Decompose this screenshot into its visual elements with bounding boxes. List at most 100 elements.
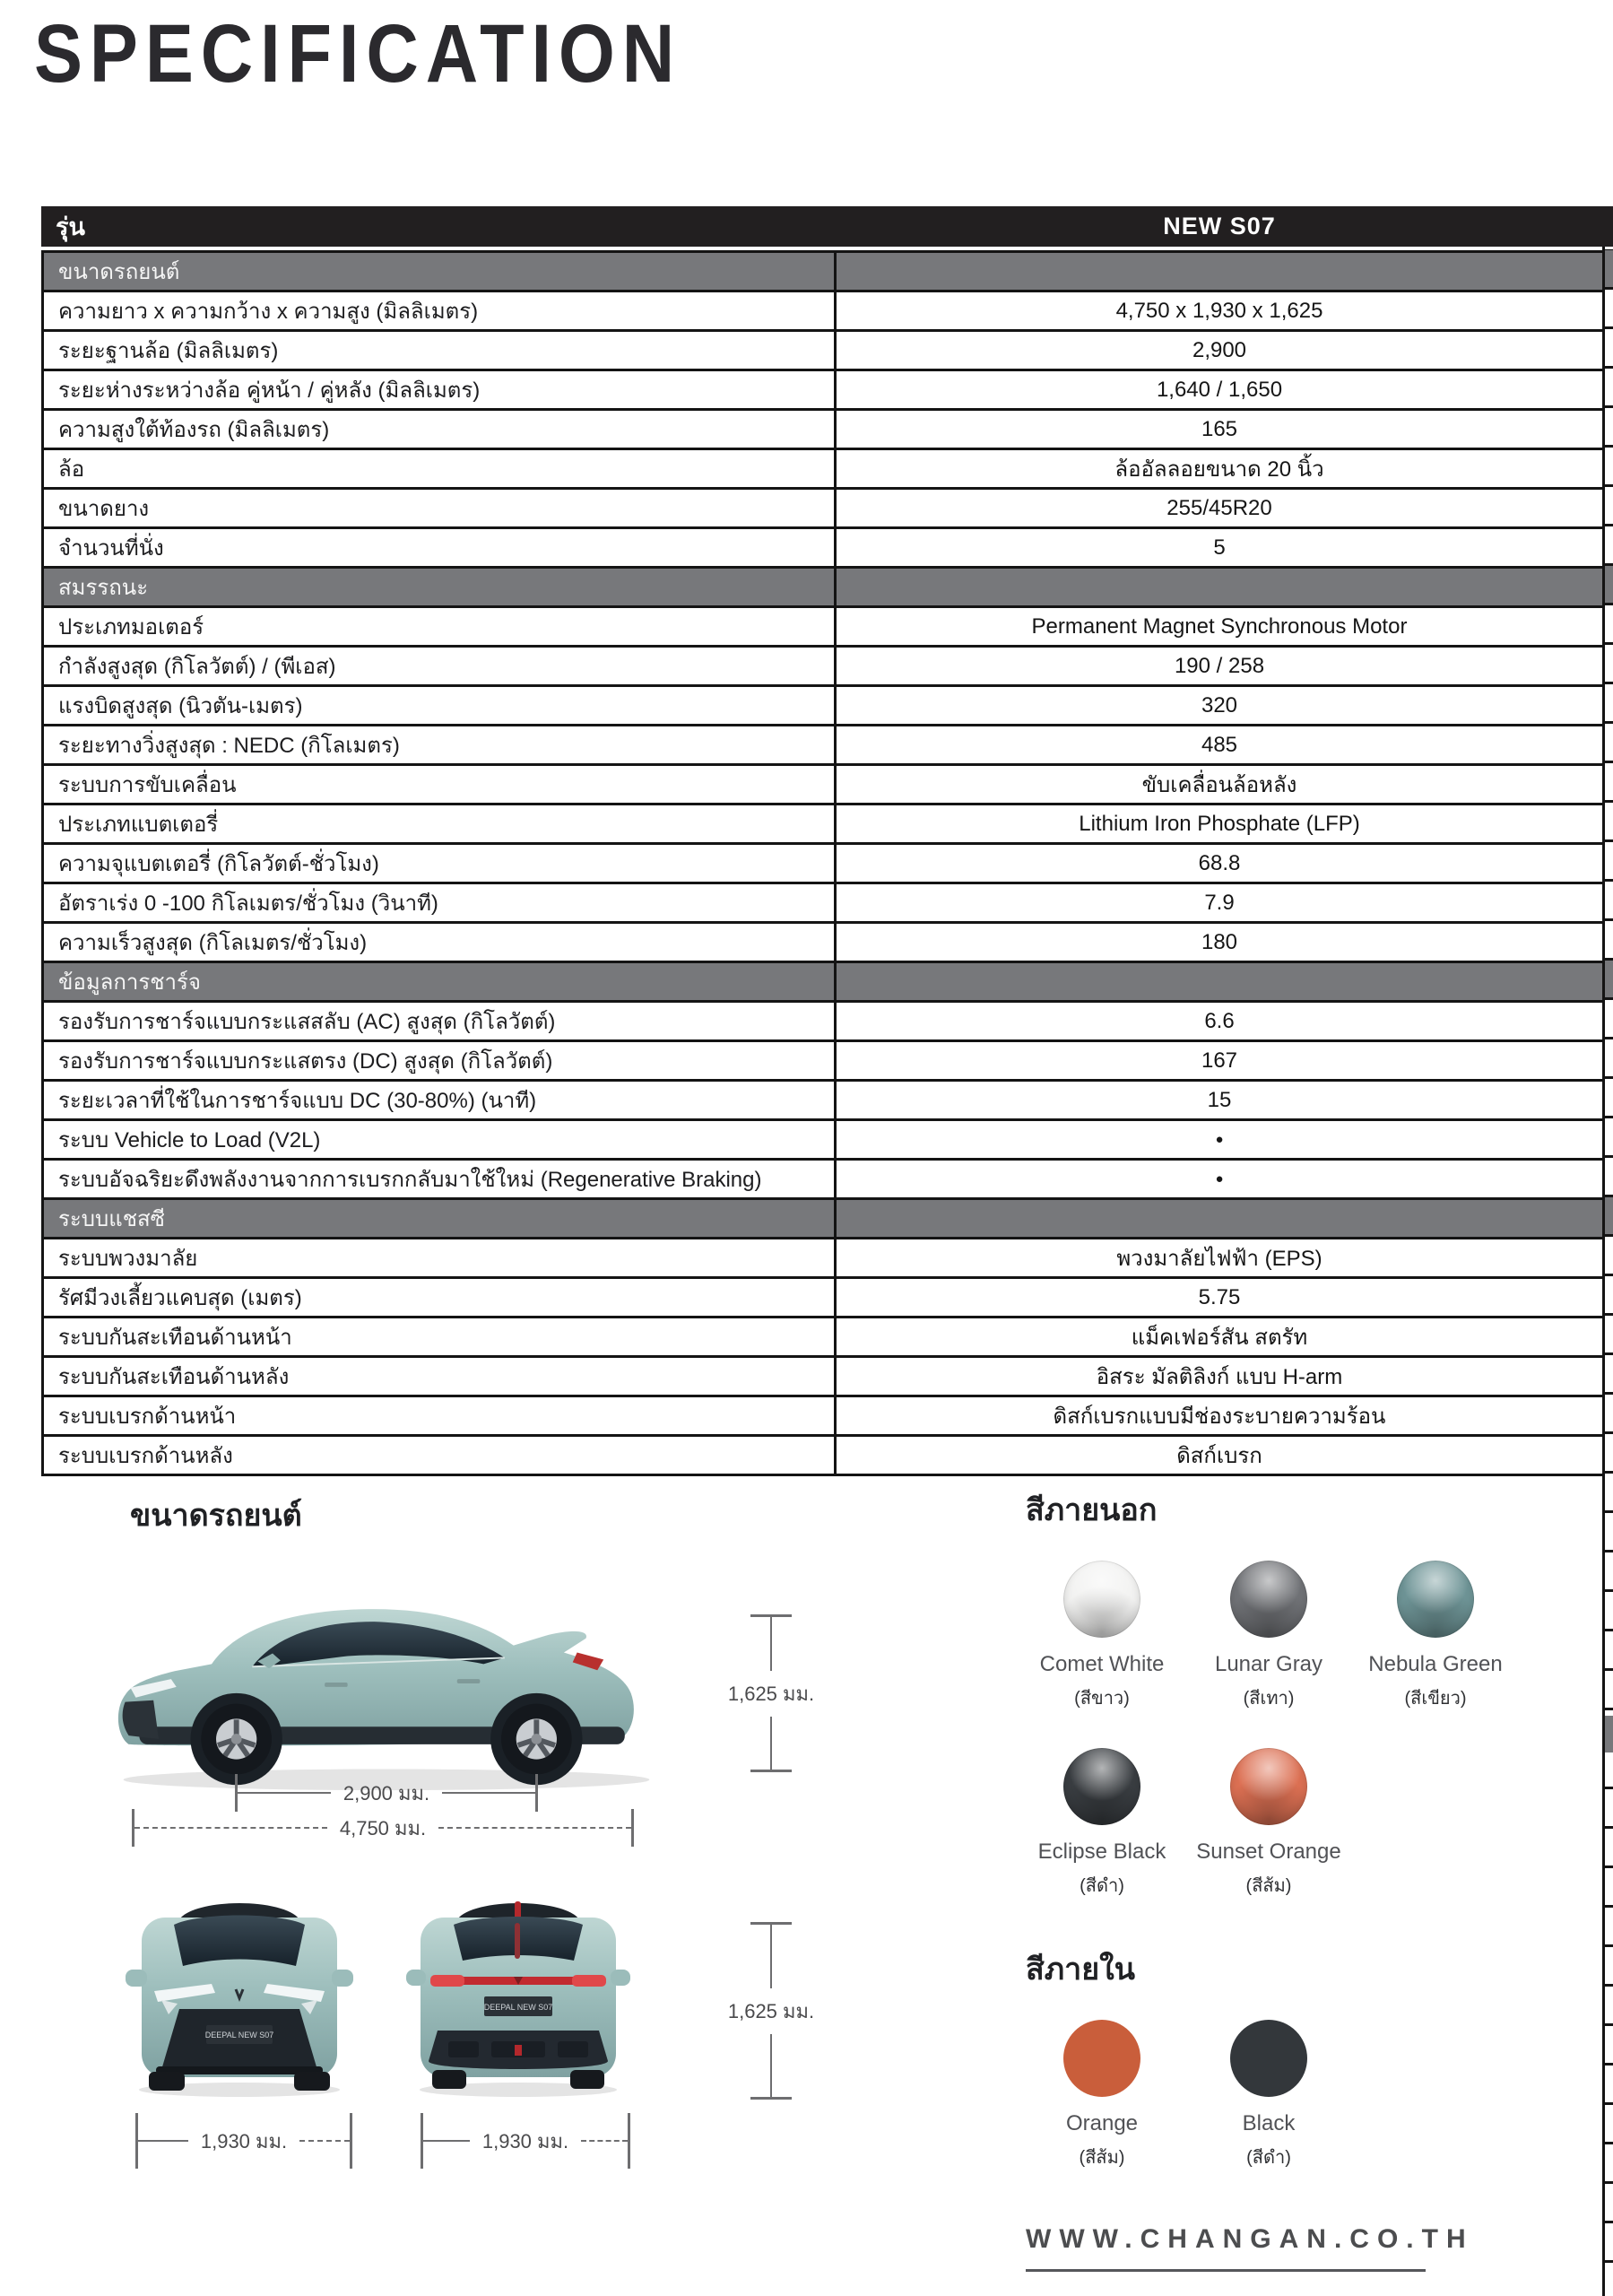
- dim-line: [134, 1827, 327, 1829]
- table-section-row: ระบบแชสซี: [44, 1197, 1602, 1237]
- color-name-thai: (สีดำ): [1080, 1876, 1124, 1896]
- color-name: Lunar Gray: [1214, 1652, 1323, 1676]
- spec-label: ระยะฐานล้อ (มิลลิเมตร): [44, 332, 837, 369]
- adjacent-table-edge-header: [1602, 206, 1613, 247]
- interior-colors-grid: Orange (สีส้ม) Black (สีดำ): [1019, 2020, 1522, 2207]
- color-name-thai: (สีดำ): [1246, 2148, 1291, 2168]
- spec-value: 5: [1213, 535, 1226, 560]
- color-swatch: Nebula Green (สีเขียว): [1352, 1561, 1519, 1712]
- front-license-plate: DEEPAL NEW S07: [205, 2031, 274, 2039]
- spec-value: ●: [1215, 1132, 1224, 1147]
- dim-cap: [132, 1809, 134, 1847]
- car-front-view-image: DEEPAL NEW S07: [124, 1883, 355, 2099]
- exterior-colors-grid: Comet White (สีขาว) Lunar Gray (สีเทา) Nebul…: [1019, 1561, 1522, 1935]
- table-header-row: รุ่น NEW S07: [41, 206, 1605, 247]
- dim-cap: [535, 1774, 539, 1812]
- spec-label: อัตราเร่ง 0 -100 กิโลเมตร/ชั่วโมง (วินาท…: [44, 884, 837, 921]
- model-name-header: NEW S07: [1163, 213, 1276, 239]
- spec-value: 4,750 x 1,930 x 1,625: [1115, 298, 1323, 323]
- color-name-thai: (สีส้ม): [1245, 1876, 1292, 1896]
- color-name: Sunset Orange: [1196, 1839, 1341, 1864]
- spec-label: ขนาดยาง: [44, 490, 837, 526]
- table-data-row: ล้อ ล้ออัลลอยขนาด 20 นิ้ว: [44, 448, 1602, 487]
- table-section-row: สมรรถนะ: [44, 566, 1602, 605]
- color-name-thai: (สีส้ม): [1079, 2148, 1125, 2168]
- table-data-row: ระยะฐานล้อ (มิลลิเมตร) 2,900: [44, 329, 1602, 369]
- height-dimension-side: 1,625 มม.: [728, 1614, 814, 1772]
- dim-label-front-width: 1,930 มม.: [200, 2129, 288, 2152]
- spec-label: สมรรถนะ: [44, 569, 837, 605]
- color-swatch: Lunar Gray (สีเทา): [1185, 1561, 1352, 1712]
- dim-cap: [350, 2113, 353, 2169]
- color-name: Black: [1242, 2111, 1296, 2135]
- table-data-row: รองรับการชาร์จแบบกระแสสลับ (AC) สูงสุด (…: [44, 1000, 1602, 1039]
- spec-label: รองรับการชาร์จแบบกระแสตรง (DC) สูงสุด (ก…: [44, 1042, 837, 1079]
- spec-label: ระบบกันสะเทือนด้านหน้า: [44, 1318, 837, 1355]
- adjacent-table-edge-band: [1605, 566, 1613, 603]
- table-data-row: ระบบ Vehicle to Load (V2L) ●: [44, 1118, 1602, 1158]
- adjacent-table-edge-band: [1605, 961, 1613, 997]
- table-data-row: รัศมีวงเลี้ยวแคบสุด (เมตร) 5.75: [44, 1276, 1602, 1316]
- spec-value: 15: [1207, 1087, 1232, 1112]
- spec-table-body: ขนาดรถยนต์ ความยาว x ความกว้าง x ความสูง …: [41, 250, 1605, 1476]
- spec-label: ระบบ Vehicle to Load (V2L): [44, 1121, 837, 1158]
- exterior-colors-heading: สีภายนอก: [1026, 1493, 1158, 1527]
- table-data-row: จำนวนที่นั่ง 5: [44, 526, 1602, 566]
- color-swatch: Black (สีดำ): [1185, 2020, 1352, 2171]
- table-section-row: ขนาดรถยนต์: [44, 253, 1602, 290]
- dim-label-rear-width: 1,930 มม.: [481, 2129, 569, 2152]
- spec-label: ข้อมูลการชาร์จ: [44, 963, 837, 1000]
- color-name-thai: (สีขาว): [1074, 1689, 1130, 1709]
- spec-value: 190 / 258: [1174, 653, 1265, 678]
- dim-cap: [135, 2113, 138, 2169]
- spec-value: [837, 1200, 1602, 1237]
- color-swatch-circle: [1397, 1561, 1474, 1638]
- dim-label-rear-height: 1,625 มม.: [727, 1999, 815, 2022]
- dim-line: [442, 1792, 536, 1794]
- spec-label: รัศมีวงเลี้ยวแคบสุด (เมตร): [44, 1279, 837, 1316]
- dim-cap: [750, 1922, 792, 1925]
- dim-label-length: 4,750 มม.: [339, 1816, 427, 1839]
- color-swatch-circle: [1230, 1748, 1307, 1825]
- dim-cap: [628, 2113, 631, 2169]
- dim-cap: [631, 1809, 635, 1847]
- length-dimension: 4,750 มม.: [132, 1809, 635, 1847]
- spec-value: ดิสก์เบรก: [1176, 1444, 1262, 1468]
- table-data-row: ระบบพวงมาลัย พวงมาลัยไฟฟ้า (EPS): [44, 1237, 1602, 1276]
- dim-line: [770, 1925, 772, 1988]
- table-data-row: รองรับการชาร์จแบบกระแสตรง (DC) สูงสุด (ก…: [44, 1039, 1602, 1079]
- spec-label: ระยะห่างระหว่างล้อ คู่หน้า / คู่หลัง (มิ…: [44, 371, 837, 408]
- spec-label: จำนวนที่นั่ง: [44, 529, 837, 566]
- table-data-row: ประเภทมอเตอร์ Permanent Magnet Synchronou…: [44, 605, 1602, 645]
- table-data-row: ระยะเวลาที่ใช้ในการชาร์จแบบ DC (30-80%) …: [44, 1079, 1602, 1118]
- spec-label: ระบบแชสซี: [44, 1200, 837, 1237]
- front-wheel: [190, 1692, 282, 1786]
- color-swatch-circle: [1230, 2020, 1307, 2097]
- spec-value: [837, 569, 1602, 605]
- model-column-header: รุ่น: [56, 213, 85, 240]
- spec-table: รุ่น NEW S07 ขนาดรถยนต์ ความยาว x ความกว้…: [41, 206, 1605, 1476]
- color-swatch: Orange (สีส้ม): [1019, 2020, 1185, 2171]
- spec-value: [837, 963, 1602, 1000]
- spec-value: อิสระ มัลติลิงก์ แบบ H-arm: [1096, 1365, 1343, 1389]
- table-data-row: ระยะทางวิ่งสูงสุด : NEDC (กิโลเมตร) 485: [44, 724, 1602, 763]
- dim-line: [238, 1792, 331, 1794]
- spec-label: ระบบพวงมาลัย: [44, 1239, 837, 1276]
- spec-label: ประเภทแบตเตอรี่: [44, 805, 837, 842]
- dim-cap: [750, 1770, 792, 1772]
- dim-line: [770, 2033, 772, 2097]
- table-data-row: ประเภทแบตเตอรี่ Lithium Iron Phosphate (L…: [44, 803, 1602, 842]
- spec-value: [837, 253, 1602, 290]
- spec-value: Permanent Magnet Synchronous Motor: [1031, 613, 1408, 639]
- table-data-row: ความเร็วสูงสุด (กิโลเมตร/ชั่วโมง) 180: [44, 921, 1602, 961]
- spec-value: 6.6: [1204, 1008, 1235, 1033]
- color-swatch-circle: [1063, 1748, 1140, 1825]
- table-data-row: แรงบิดสูงสุด (นิวตัน-เมตร) 320: [44, 684, 1602, 724]
- interior-colors-heading: สีภายใน: [1026, 1952, 1136, 1987]
- dim-cap: [421, 2113, 423, 2169]
- color-name: Nebula Green: [1368, 1652, 1503, 1676]
- spec-value: พวงมาลัยไฟฟ้า (EPS): [1116, 1247, 1322, 1271]
- spec-label: ความเร็วสูงสุด (กิโลเมตร/ชั่วโมง): [44, 924, 837, 961]
- table-data-row: ระบบการขับเคลื่อน ขับเคลื่อนล้อหลัง: [44, 763, 1602, 803]
